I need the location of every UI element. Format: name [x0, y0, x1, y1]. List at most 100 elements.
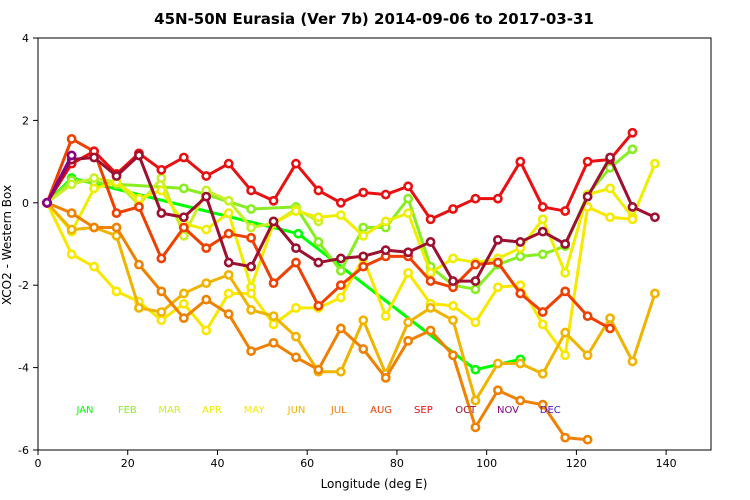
data-point [134, 193, 144, 204]
data-point [178, 183, 189, 194]
y-axis-label: XCO2 - Western Box [0, 185, 14, 305]
data-point [470, 422, 481, 433]
data-point [492, 193, 503, 204]
data-point [291, 352, 301, 363]
data-point [515, 156, 526, 167]
data-point [246, 185, 257, 196]
data-point [156, 164, 167, 175]
data-point [156, 208, 167, 218]
series-line [45, 163, 657, 289]
data-point [380, 311, 391, 321]
data-point [403, 247, 414, 258]
data-point [335, 280, 346, 291]
data-point [627, 214, 638, 225]
data-point [156, 315, 167, 326]
data-point [134, 150, 144, 161]
data-point [246, 346, 257, 357]
legend-jul: JUL [330, 405, 347, 416]
data-point [111, 286, 122, 297]
data-point [515, 251, 526, 262]
data-point [313, 185, 324, 196]
data-point [537, 319, 548, 330]
data-point [268, 337, 279, 348]
data-point [313, 237, 324, 247]
x-axis-label: Longitude (deg E) [321, 477, 428, 491]
data-point [358, 230, 369, 241]
data-point [403, 335, 414, 346]
data-point [268, 311, 279, 321]
data-point [605, 212, 615, 223]
data-point [291, 243, 301, 254]
data-point [335, 323, 346, 334]
data-point [223, 158, 234, 169]
data-point [560, 432, 571, 443]
series-line [45, 154, 73, 204]
y-tick-label: 0 [22, 197, 29, 210]
data-point [582, 191, 593, 202]
data-point [425, 325, 436, 336]
data-point [223, 269, 234, 280]
x-tick-label: 60 [300, 457, 314, 470]
data-point [403, 181, 414, 192]
data-point [89, 152, 99, 163]
data-point [223, 228, 234, 239]
data-point [515, 237, 526, 247]
data-point [223, 257, 234, 268]
data-point [178, 222, 189, 233]
data-point [537, 214, 548, 225]
x-tick-label: 120 [566, 457, 587, 470]
data-point [492, 358, 503, 369]
data-point [66, 208, 77, 218]
y-tick-label: -4 [18, 362, 29, 375]
legend: JAN FEB MAR APR MAY JUN JUL AUG SEP OCT NOV DEC [75, 405, 560, 416]
data-point [201, 278, 212, 289]
data-point [425, 302, 436, 313]
data-point [66, 249, 77, 260]
data-point [492, 257, 503, 268]
series-layer [42, 127, 660, 445]
series-nov [42, 150, 77, 208]
series-line [45, 201, 657, 403]
data-point [403, 317, 414, 328]
data-point [246, 261, 257, 272]
data-point [492, 234, 503, 245]
data-point [313, 257, 324, 268]
data-point [156, 173, 167, 183]
data-point [268, 216, 279, 227]
data-point [403, 193, 414, 204]
data-point [293, 228, 304, 239]
data-point [358, 315, 369, 326]
legend-jan: JAN [75, 405, 93, 416]
data-point [268, 278, 279, 289]
data-point [134, 302, 144, 313]
data-point [492, 282, 503, 293]
data-point [223, 195, 234, 206]
y-tick-label: 2 [22, 114, 29, 127]
legend-aug: AUG [370, 405, 392, 416]
data-point [223, 309, 234, 319]
data-point [223, 208, 234, 218]
series-apr [42, 158, 660, 293]
series-jun [42, 197, 660, 406]
data-point [358, 344, 369, 354]
data-point [605, 183, 615, 194]
legend-dec: DEC [540, 405, 561, 416]
data-point [448, 350, 458, 361]
legend-apr: APR [202, 405, 222, 416]
data-point [201, 224, 212, 235]
series-line [45, 153, 656, 283]
data-point [515, 288, 526, 299]
data-point [650, 288, 660, 299]
x-tick-label: 100 [476, 457, 497, 470]
data-point [156, 286, 167, 297]
data-point [560, 350, 571, 361]
legend-mar: MAR [158, 405, 180, 416]
data-point [380, 245, 391, 256]
data-point [605, 152, 615, 163]
data-point [470, 317, 481, 328]
legend-jun: JUN [287, 405, 306, 416]
legend-sep: SEP [414, 405, 433, 416]
series-may [42, 197, 638, 361]
data-point [425, 214, 436, 225]
data-point [156, 307, 167, 317]
